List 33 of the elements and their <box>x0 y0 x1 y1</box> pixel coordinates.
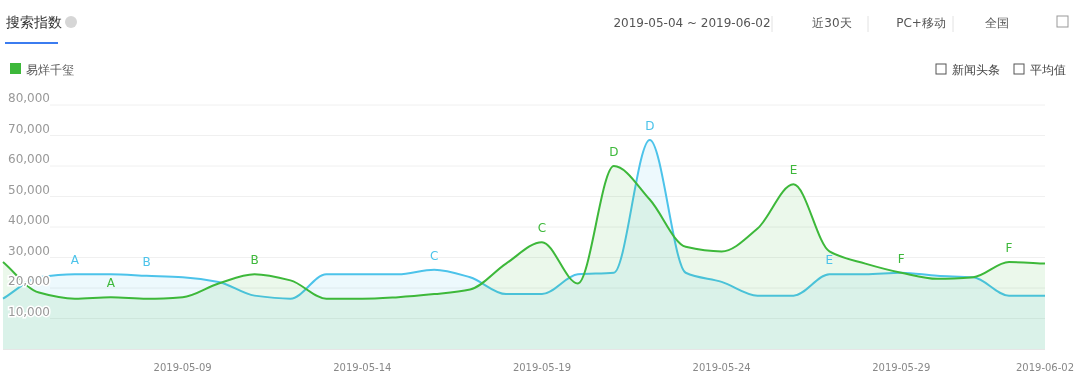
annotation: D <box>645 119 655 134</box>
text: 全国 <box>985 16 1009 30</box>
text: 2019-05-04 ~ 2019-06-02 <box>613 16 771 30</box>
annotation: E <box>789 163 798 178</box>
legend-label: 易烊千玺 <box>26 63 74 77</box>
y-tick-label: 70,000 <box>8 121 50 136</box>
x-tick-label: 2019-06-02 <box>1015 362 1075 373</box>
x-tick-label: 2019-05-24 <box>692 362 751 373</box>
annotation: F <box>897 251 905 266</box>
x-tick-label: 2019-05-09 <box>153 362 212 373</box>
annotation: D <box>609 145 619 159</box>
annotation: B <box>142 254 151 269</box>
annotation: F <box>1005 241 1013 256</box>
annotation: A <box>106 276 116 291</box>
annotation: C <box>429 248 439 263</box>
text: 新闻头条 <box>952 63 1000 77</box>
y-tick-label: 30,000 <box>8 243 50 258</box>
text: PC+移动 <box>896 16 946 30</box>
annotation: C <box>537 221 547 236</box>
y-tick-label: 80,000 <box>8 91 50 105</box>
y-tick-label: 10,000 <box>8 304 50 319</box>
chart-title: 搜索指数 <box>6 14 62 30</box>
text: 平均值 <box>1030 63 1066 77</box>
x-tick-label: 2019-05-29 <box>872 362 931 373</box>
annotation: A <box>70 253 80 268</box>
y-tick-label: 40,000 <box>8 213 50 227</box>
text: 近30天 <box>812 16 852 30</box>
y-tick-label: 50,000 <box>8 182 50 197</box>
annotation: B <box>250 253 259 268</box>
y-tick-label: 60,000 <box>8 152 50 166</box>
x-tick-label: 2019-05-19 <box>512 362 572 373</box>
annotation: E <box>825 253 834 268</box>
x-tick-label: 2019-05-14 <box>333 362 392 373</box>
